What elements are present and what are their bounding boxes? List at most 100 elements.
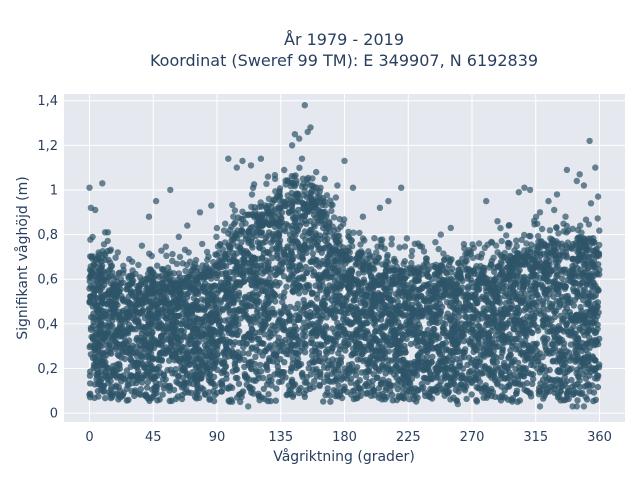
data-point xyxy=(559,351,566,358)
data-point xyxy=(298,371,306,378)
data-point xyxy=(339,331,346,339)
data-point xyxy=(251,360,259,368)
data-point xyxy=(247,270,254,278)
data-point xyxy=(480,305,487,312)
data-point xyxy=(503,283,510,290)
data-point xyxy=(352,395,360,402)
data-point xyxy=(428,375,436,383)
data-point xyxy=(583,281,590,288)
data-point xyxy=(156,324,163,331)
data-point xyxy=(375,384,383,392)
data-point xyxy=(225,385,232,392)
data-point xyxy=(325,377,332,384)
data-point xyxy=(254,227,262,234)
data-point xyxy=(319,257,326,265)
data-point xyxy=(239,308,247,315)
data-point xyxy=(322,271,330,278)
data-point xyxy=(466,368,473,375)
data-point xyxy=(342,295,349,302)
data-point xyxy=(458,372,465,379)
data-point xyxy=(507,347,514,354)
data-point xyxy=(325,257,332,264)
data-point xyxy=(444,310,451,317)
data-point xyxy=(132,288,139,296)
data-point xyxy=(583,396,591,403)
data-point xyxy=(582,346,589,353)
data-point xyxy=(419,363,426,370)
data-point xyxy=(156,356,163,363)
data-point xyxy=(428,358,435,366)
data-point xyxy=(426,297,434,304)
data-point xyxy=(496,299,504,306)
data-point xyxy=(363,297,370,304)
data-point xyxy=(259,374,267,382)
data-point xyxy=(316,263,323,270)
data-point xyxy=(158,333,165,340)
data-point xyxy=(320,329,327,336)
data-point xyxy=(306,217,314,225)
data-point xyxy=(144,311,151,319)
data-point xyxy=(254,306,261,313)
data-point xyxy=(371,352,379,359)
data-point xyxy=(90,314,97,321)
data-point xyxy=(260,261,268,269)
data-point xyxy=(154,397,161,404)
data-point xyxy=(144,378,151,386)
data-point xyxy=(209,297,216,304)
data-point xyxy=(343,307,350,314)
data-point xyxy=(328,348,335,355)
data-point xyxy=(296,261,303,269)
data-point xyxy=(434,363,442,370)
data-point xyxy=(407,360,414,367)
data-point xyxy=(269,288,276,296)
data-point xyxy=(332,337,339,345)
data-point xyxy=(583,340,590,348)
data-point xyxy=(259,239,267,247)
data-point xyxy=(143,342,150,349)
data-point xyxy=(494,366,502,373)
data-point xyxy=(273,251,281,259)
data-point xyxy=(309,250,317,257)
data-point xyxy=(569,262,576,270)
data-point xyxy=(280,369,288,376)
data-point xyxy=(294,316,301,323)
data-point xyxy=(239,228,246,235)
data-point xyxy=(94,366,101,374)
data-point xyxy=(415,338,422,345)
data-point xyxy=(446,330,453,338)
data-point xyxy=(231,290,238,297)
data-point xyxy=(590,389,598,396)
data-point xyxy=(259,287,266,295)
data-point xyxy=(296,243,303,250)
data-point xyxy=(107,373,114,380)
data-point xyxy=(382,370,389,377)
data-point xyxy=(343,368,350,375)
data-point xyxy=(323,337,331,344)
data-point xyxy=(453,281,461,288)
data-point xyxy=(368,382,376,390)
data-point xyxy=(398,310,405,318)
data-point xyxy=(364,319,371,326)
data-point xyxy=(531,255,538,262)
data-point xyxy=(518,349,525,356)
data-point xyxy=(552,382,559,389)
data-point xyxy=(410,369,417,377)
data-point xyxy=(504,396,512,403)
data-point xyxy=(178,395,186,403)
data-point xyxy=(301,340,308,347)
data-point xyxy=(395,292,402,300)
data-point xyxy=(273,326,280,334)
data-point xyxy=(458,381,465,388)
data-point xyxy=(192,375,199,382)
data-point xyxy=(201,390,208,397)
data-point xyxy=(301,349,309,356)
data-point xyxy=(105,328,112,336)
data-point xyxy=(259,222,266,229)
data-point xyxy=(492,332,500,339)
data-point xyxy=(110,362,117,370)
data-point xyxy=(219,360,226,368)
data-point xyxy=(191,340,198,347)
data-point xyxy=(399,384,406,391)
data-point xyxy=(164,300,171,307)
data-point xyxy=(396,394,403,401)
